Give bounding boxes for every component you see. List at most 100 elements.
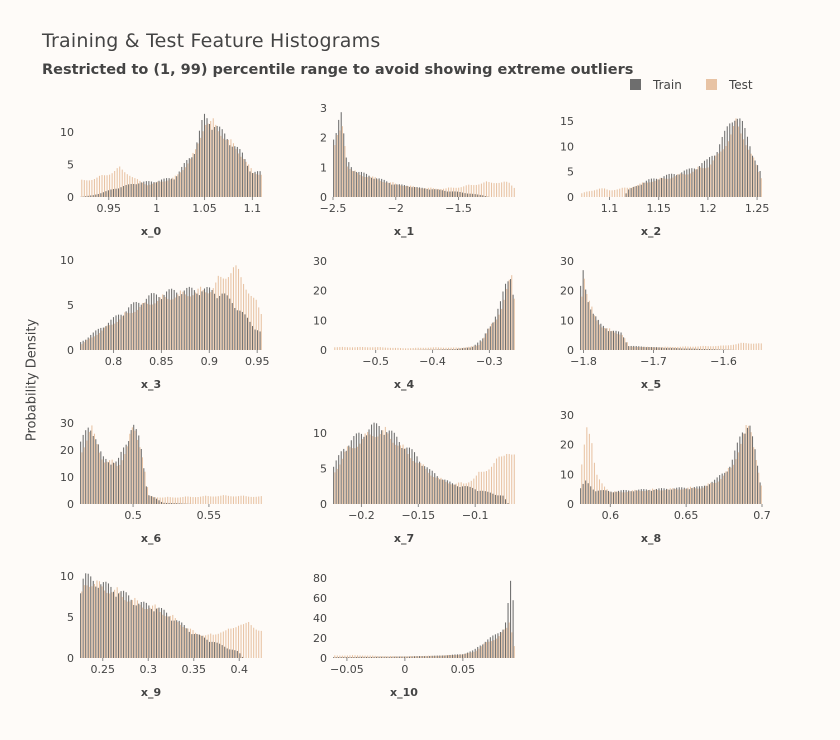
test-bar	[93, 583, 95, 658]
test-bar	[453, 347, 455, 350]
test-bar	[399, 348, 402, 350]
train-bar	[408, 656, 410, 658]
test-bar	[415, 656, 417, 658]
test-bar	[710, 482, 712, 504]
test-bar	[357, 347, 359, 350]
train-bar	[191, 634, 193, 658]
test-bar	[485, 471, 487, 504]
train-bar	[125, 444, 127, 504]
train-bar	[464, 486, 466, 504]
panel-xlabel: x_9	[141, 686, 161, 699]
test-bar	[129, 433, 131, 504]
test-bar	[377, 179, 379, 197]
train-bar	[153, 497, 155, 504]
test-bar	[652, 488, 654, 504]
test-bar	[88, 431, 90, 504]
test-bar	[258, 496, 260, 504]
train-bar	[487, 491, 489, 504]
test-bar	[124, 454, 126, 504]
test-bar	[496, 458, 498, 504]
test-bar	[657, 179, 659, 197]
test-bar	[689, 173, 692, 197]
train-bar	[408, 186, 410, 197]
test-bar	[152, 183, 154, 197]
train-bar	[663, 176, 665, 197]
y-tick-label: 0	[67, 344, 74, 357]
test-bar	[598, 324, 601, 350]
y-tick-label: 60	[313, 592, 327, 605]
test-bar	[253, 297, 255, 350]
train-bar	[681, 348, 683, 350]
test-bar	[463, 347, 465, 350]
train-bar	[345, 157, 347, 197]
train-bar	[211, 289, 213, 350]
test-bar	[501, 182, 503, 197]
train-bar	[507, 281, 509, 350]
test-bar	[141, 457, 143, 504]
x-tick-label: 0.7	[753, 509, 771, 522]
test-bar	[189, 158, 192, 197]
test-bar	[758, 343, 760, 350]
test-bar	[121, 596, 123, 658]
test-bar	[463, 654, 465, 658]
test-bar	[498, 314, 500, 350]
test-bar	[710, 164, 712, 197]
test-bar	[382, 430, 384, 504]
train-bar	[754, 449, 756, 504]
test-bar	[220, 135, 222, 197]
test-bar	[604, 188, 606, 197]
test-bar	[460, 347, 462, 350]
test-bar	[215, 496, 217, 504]
test-bar	[695, 488, 697, 504]
test-bar	[217, 496, 219, 504]
train-bar	[376, 656, 378, 658]
train-bar	[489, 492, 491, 504]
train-bar	[383, 434, 385, 504]
train-bar	[724, 130, 726, 197]
test-bar	[646, 346, 649, 350]
train-bar	[431, 189, 433, 197]
x-tick-label: 0.85	[149, 355, 174, 368]
test-bar	[758, 472, 760, 504]
y-tick-label: 5	[567, 166, 574, 179]
train-bar	[148, 181, 150, 197]
train-bar	[257, 171, 259, 197]
train-bar	[668, 173, 670, 197]
x-tick-label: 0.95	[96, 202, 121, 215]
x-tick-label: −0.15	[401, 509, 435, 522]
train-bar	[698, 166, 700, 197]
test-bar	[740, 342, 742, 350]
test-bar	[240, 624, 242, 658]
train-bar	[648, 490, 650, 504]
test-bar	[407, 348, 409, 350]
test-bar	[250, 168, 252, 197]
test-bar	[248, 496, 250, 504]
train-bar	[625, 490, 627, 504]
test-bar	[586, 294, 588, 350]
train-bar	[635, 490, 637, 504]
train-bar	[92, 580, 94, 658]
test-bar	[93, 336, 95, 350]
train-bar	[120, 187, 122, 197]
train-bar	[100, 193, 102, 197]
test-bar	[490, 182, 493, 197]
test-bar	[672, 488, 674, 504]
legend-item-test[interactable]: Test	[706, 78, 753, 92]
test-bar	[511, 185, 513, 197]
test-bar	[119, 166, 121, 197]
train-bar	[612, 492, 615, 504]
test-bar	[126, 312, 128, 350]
test-bar	[232, 143, 234, 197]
legend-item-train[interactable]: Train	[630, 78, 682, 92]
test-bar	[410, 348, 412, 350]
train-bar	[741, 120, 743, 197]
train-bar	[97, 193, 99, 197]
train-bar	[198, 634, 200, 658]
test-bar	[399, 185, 402, 197]
train-bar	[125, 311, 127, 350]
train-bar	[171, 503, 173, 504]
test-bar	[341, 346, 343, 350]
test-bar	[362, 347, 364, 350]
train-bar	[650, 490, 652, 504]
